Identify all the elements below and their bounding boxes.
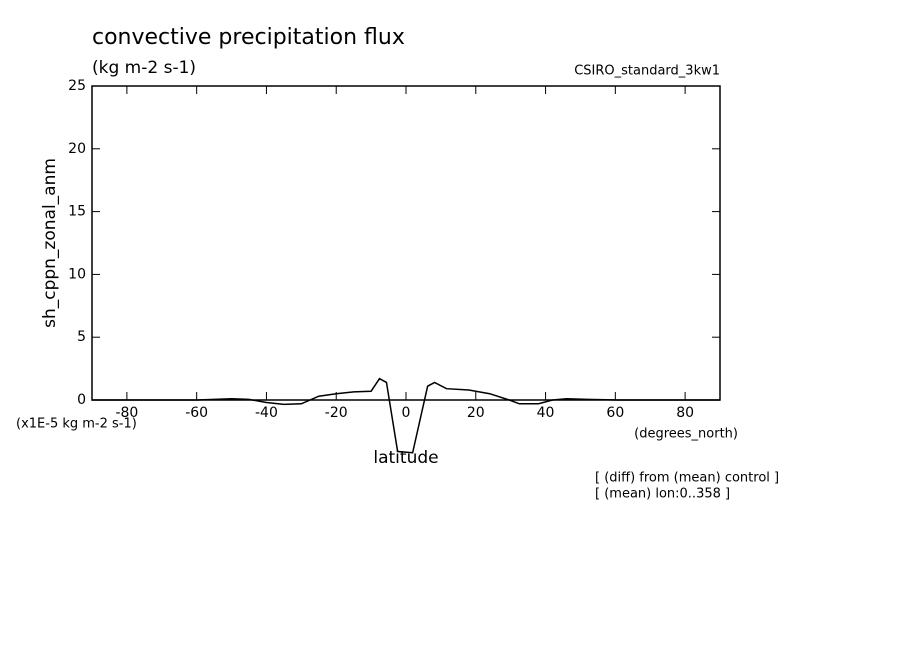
y-tick-label: 20 xyxy=(68,141,86,157)
dataset-label: CSIRO_standard_3kw1 xyxy=(574,64,720,79)
y-tick-label: 5 xyxy=(77,329,86,345)
x-tick-label: -20 xyxy=(325,405,348,421)
x-tick-label: 80 xyxy=(676,405,694,421)
y-tick-label: 15 xyxy=(68,204,86,220)
y-tick-label: 0 xyxy=(77,392,86,408)
note: [ (mean) lon:0..358 ] xyxy=(595,487,730,502)
x-tick-label: 0 xyxy=(402,405,411,421)
x-axis-title: latitude xyxy=(373,448,438,468)
x-units: (degrees_north) xyxy=(634,427,738,442)
x-tick-label: -40 xyxy=(255,405,278,421)
x-tick-label: 40 xyxy=(537,405,555,421)
chart-subtitle: (kg m-2 s-1) xyxy=(92,58,196,78)
y-tick-label: 25 xyxy=(68,78,86,94)
data-line xyxy=(92,377,720,454)
x-tick-label: 60 xyxy=(606,405,624,421)
x-tick-label: 20 xyxy=(467,405,485,421)
x-tick-label: -60 xyxy=(185,405,208,421)
y-units: (x1E-5 kg m-2 s-1) xyxy=(16,417,137,432)
x-tick-label: -80 xyxy=(115,405,138,421)
plot-frame xyxy=(91,85,721,401)
y-axis-title: sh_cppn_zonal_anm xyxy=(40,158,60,328)
chart-title: convective precipitation flux xyxy=(92,25,405,50)
y-tick-label: 10 xyxy=(68,266,86,282)
note: [ (diff) from (mean) control ] xyxy=(595,471,779,486)
